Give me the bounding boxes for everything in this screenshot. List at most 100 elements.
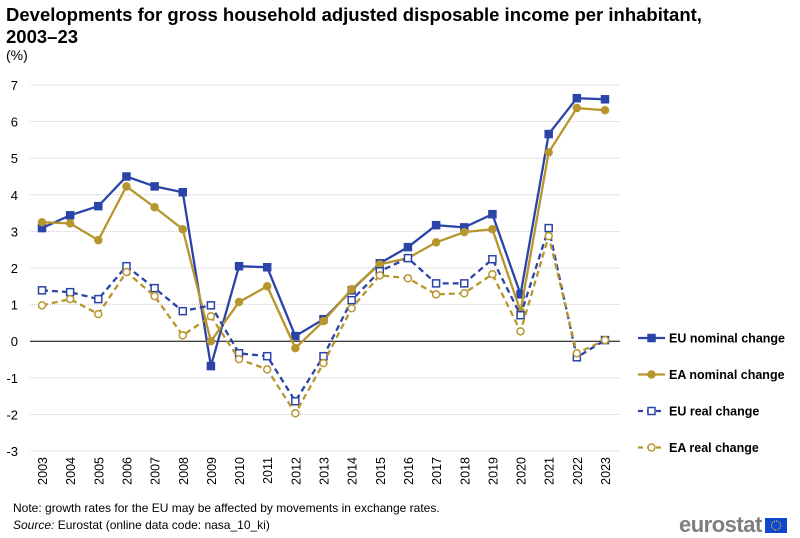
x-tick-label: 2003 (36, 457, 50, 485)
data-point (460, 227, 469, 237)
data-point (150, 182, 159, 191)
data-point (319, 358, 328, 368)
x-tick-label: 2018 (458, 457, 472, 485)
data-point (94, 201, 103, 211)
x-tick-label: 2020 (515, 457, 529, 485)
data-point (94, 294, 103, 304)
x-tick-label: 2004 (64, 457, 78, 485)
data-point (65, 287, 75, 297)
y-tick-label: 7 (11, 78, 18, 93)
data-point (431, 220, 441, 230)
data-point (206, 361, 216, 371)
data-point (178, 306, 187, 316)
data-point (37, 301, 47, 310)
eurostat-logo: eurostat (679, 512, 787, 538)
data-point (544, 223, 553, 233)
data-point (234, 261, 244, 271)
data-point (234, 354, 244, 364)
legend-label: EA nominal change (669, 368, 785, 382)
legend-marker (647, 406, 656, 416)
x-tick-label: 2008 (177, 457, 191, 485)
x-tick-label: 2015 (374, 457, 388, 485)
data-point (488, 269, 497, 279)
data-point (347, 295, 356, 305)
data-point (206, 336, 216, 346)
source-line: Source: Eurostat (online data code: nasa… (13, 518, 270, 532)
data-point (150, 202, 159, 212)
x-tick-label: 2022 (571, 457, 585, 485)
data-point (262, 351, 272, 361)
data-point (37, 218, 47, 227)
x-tick-label: 2021 (543, 457, 557, 485)
data-point (319, 351, 328, 361)
x-tick-label: 2017 (430, 457, 444, 485)
data-point (460, 279, 469, 288)
y-tick-label: -3 (6, 444, 18, 459)
data-point (516, 327, 525, 336)
data-point (122, 172, 131, 181)
data-point (375, 260, 385, 269)
data-point (262, 263, 272, 272)
data-point (150, 283, 159, 293)
x-tick-label: 2005 (92, 457, 106, 485)
data-point (122, 182, 131, 191)
data-point (206, 301, 216, 310)
data-point (178, 187, 187, 197)
y-tick-label: -2 (6, 407, 18, 422)
data-point (291, 409, 300, 418)
data-point (600, 335, 610, 345)
data-point (460, 289, 469, 298)
data-point (544, 129, 553, 139)
data-point (488, 209, 497, 219)
data-point (572, 349, 582, 358)
x-tick-label: 2023 (599, 457, 613, 485)
data-point (291, 396, 300, 406)
data-point (488, 254, 497, 264)
legend-label: EU real change (669, 405, 759, 419)
data-point (150, 291, 159, 301)
data-point (403, 242, 413, 252)
data-point (403, 253, 413, 263)
data-point (431, 238, 441, 247)
data-point (206, 312, 216, 321)
legend-marker (647, 443, 656, 452)
y-axis-unit: (%) (6, 47, 28, 63)
x-tick-label: 2019 (486, 457, 500, 485)
y-tick-label: -1 (6, 371, 18, 386)
data-point (600, 95, 610, 104)
footnote: Note: growth rates for the EU may be aff… (13, 501, 440, 515)
data-point (65, 294, 75, 304)
x-tick-label: 2011 (261, 457, 275, 484)
data-point (291, 343, 300, 353)
y-tick-label: 3 (11, 224, 18, 239)
data-point (572, 93, 582, 103)
legend-label: EA real change (669, 441, 759, 455)
data-point (516, 310, 525, 320)
y-tick-label: 2 (11, 261, 18, 276)
x-tick-label: 2006 (120, 457, 134, 485)
data-point (403, 273, 413, 283)
data-point (291, 331, 300, 341)
eu-flag-icon (764, 517, 787, 533)
data-point (431, 279, 441, 288)
data-point (431, 290, 441, 299)
chart-title: Developments for gross household adjuste… (6, 4, 702, 47)
legend-label: EU nominal change (669, 332, 785, 346)
data-point (488, 224, 497, 234)
x-tick-label: 2013 (318, 457, 332, 485)
data-point (37, 286, 47, 295)
data-point (65, 211, 75, 220)
series-line (41, 97, 606, 367)
data-point (572, 103, 582, 113)
y-tick-label: 1 (11, 298, 18, 313)
data-point (65, 219, 75, 228)
data-point (234, 297, 244, 307)
data-point (178, 224, 187, 234)
x-tick-label: 2010 (233, 457, 247, 485)
x-tick-label: 2014 (346, 457, 360, 485)
y-tick-label: 6 (11, 115, 18, 130)
legend-marker (647, 333, 656, 343)
data-point (262, 365, 272, 374)
data-point (319, 316, 328, 326)
source-label: Source: (13, 518, 55, 532)
